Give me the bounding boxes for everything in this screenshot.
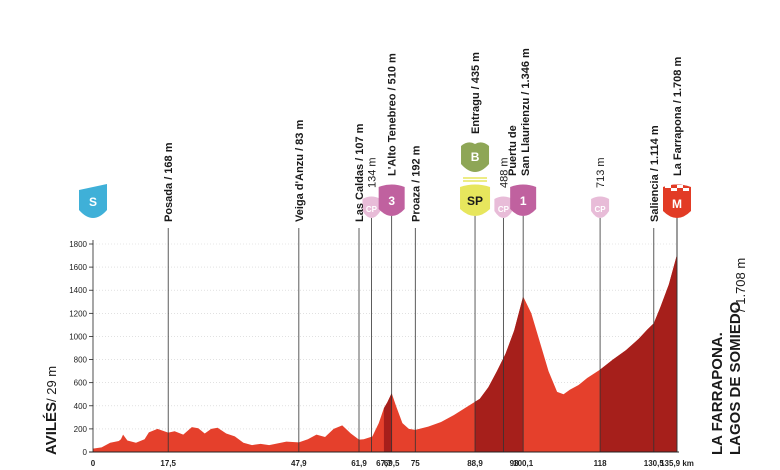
badge-climb-shape	[510, 184, 537, 216]
point-label: 713 m	[595, 157, 607, 188]
point-label: L'Alto Tenebreo / 510 m	[387, 53, 399, 176]
y-tick-label: 200	[74, 425, 88, 434]
point-labels: Posada / 168 m Veiga d'Anzu / 83 m Las Cal…	[163, 48, 684, 222]
start-label: AVILÉS / 29 m	[43, 366, 60, 455]
point-alt: / 510 m	[387, 53, 399, 94]
x-tick-label: 98	[510, 459, 519, 468]
point-alt: / 1.346 m	[520, 48, 532, 98]
point-label: Entragu / 435 m	[470, 52, 482, 134]
point-label: La Farrapona / 1.708 m	[672, 57, 684, 176]
finish-checker	[665, 185, 671, 188]
point-alt: / 192 m	[410, 145, 422, 186]
point-label: 134 m	[366, 157, 378, 188]
y-axis: 1800 1600 1400 1200 1000 800 600 400 200 0	[69, 240, 93, 457]
x-tick-label: 130,5	[644, 459, 665, 468]
x-tick-label: 135,9 km	[660, 459, 694, 468]
y-tick-label: 800	[74, 356, 88, 365]
point-alt: / 168 m	[163, 142, 175, 183]
point-alt: / 1.708 m	[672, 57, 684, 107]
point-name: La Farrapona	[672, 105, 684, 176]
point-name: Posada	[163, 182, 175, 222]
badge-cp-shape	[494, 196, 513, 218]
point-alt: / 107 m	[354, 123, 366, 164]
finish-checker	[671, 188, 677, 191]
x-tick-label: 61,9	[351, 459, 367, 468]
point-label: 488 m	[498, 157, 510, 188]
y-tick-label: 0	[83, 448, 88, 457]
point-label: Posada / 168 m	[163, 142, 175, 222]
point-badges: SCP3BSPCP1CP1M	[79, 142, 691, 218]
badge-sprint-label: SP	[467, 194, 483, 208]
badge-cp-label: CP	[366, 205, 378, 214]
finish-name-line1: LA FARRAPONA.	[709, 332, 726, 455]
start-name: AVILÉS	[43, 402, 60, 455]
point-name-line2: San Llaurienzu	[520, 98, 532, 176]
point-label: Puertu de	[507, 125, 519, 176]
point-alt: / 1.114 m	[649, 125, 661, 174]
badge-bonus-shape	[461, 142, 490, 172]
y-tick-label: 600	[74, 379, 88, 388]
badge-finish-label: M	[672, 197, 682, 211]
finish-checker	[677, 185, 683, 188]
profile-area	[93, 254, 677, 452]
point-alt: 713 m	[595, 157, 607, 188]
climb-zone-fill	[475, 296, 524, 452]
y-tick-label: 1000	[69, 332, 87, 341]
finish-label: LA FARRAPONA. LAGOS DE SOMIEDO / 1.708 m	[709, 258, 748, 455]
badge-finish-shape	[663, 184, 691, 218]
badge-cp-shape	[591, 196, 610, 218]
x-tick-label: 17,5	[160, 459, 176, 468]
badge-start-shape	[79, 184, 107, 218]
x-tick-label: 47,9	[291, 459, 307, 468]
point-alt: / 435 m	[470, 52, 482, 93]
point-label: Veiga d'Anzu / 83 m	[294, 120, 306, 222]
x-tick-label: 88,9	[467, 459, 483, 468]
x-tick-label: 100,1	[513, 459, 534, 468]
point-alt: 488 m	[498, 157, 510, 188]
point-alt: / 83 m	[294, 120, 306, 154]
point-label: Las Caldas / 107 m	[354, 123, 366, 222]
point-name: Saliencia	[649, 173, 661, 222]
x-tick-label: 67,7	[376, 459, 392, 468]
badge-cp-shape	[362, 196, 381, 218]
finish-checker	[683, 188, 689, 191]
point-name: Veiga d'Anzu	[294, 154, 306, 222]
badge-bonus-label: B	[471, 150, 480, 164]
y-tick-label: 1200	[69, 309, 87, 318]
y-tick-label: 1800	[69, 240, 87, 249]
profile-fill	[93, 254, 677, 452]
point-name: Puertu de	[507, 125, 519, 176]
x-tick-label: 75	[411, 459, 420, 468]
point-name: Proaza	[410, 185, 422, 222]
x-tick-label: 118	[594, 459, 607, 468]
point-label: Proaza / 192 m	[410, 145, 422, 222]
y-tick-label: 1600	[69, 263, 87, 272]
finish-alt: / 1.708 m	[733, 258, 748, 312]
point-alt: 134 m	[366, 157, 378, 188]
finish-name-line2: LAGOS DE SOMIEDO	[727, 301, 744, 455]
badge-climb-label: 3	[388, 194, 395, 208]
point-name: L'Alto Tenebreo	[387, 93, 399, 176]
point-label: Saliencia / 1.114 m	[649, 125, 661, 222]
badge-sprint-shape	[460, 184, 491, 216]
start-alt: / 29 m	[44, 366, 59, 402]
point-name: Entragu	[470, 92, 482, 134]
badge-climb-label: 1	[520, 194, 527, 208]
point-label: San Llaurienzu / 1.346 m	[520, 48, 532, 176]
climb-zone-fill	[600, 254, 677, 452]
badge-start-label: S	[89, 195, 97, 209]
y-tick-label: 400	[74, 402, 88, 411]
point-name: Las Caldas	[354, 164, 366, 222]
climb-zone-fill	[383, 393, 392, 452]
badge-cp-label: CP	[498, 205, 510, 214]
badge-climb-shape	[378, 184, 405, 216]
x-tick-label: 0	[91, 459, 96, 468]
y-tick-label: 1400	[69, 286, 87, 295]
x-tick-label: 69,5	[384, 459, 400, 468]
point-guidelines	[167, 216, 678, 452]
badge-cp-label: CP	[595, 205, 607, 214]
